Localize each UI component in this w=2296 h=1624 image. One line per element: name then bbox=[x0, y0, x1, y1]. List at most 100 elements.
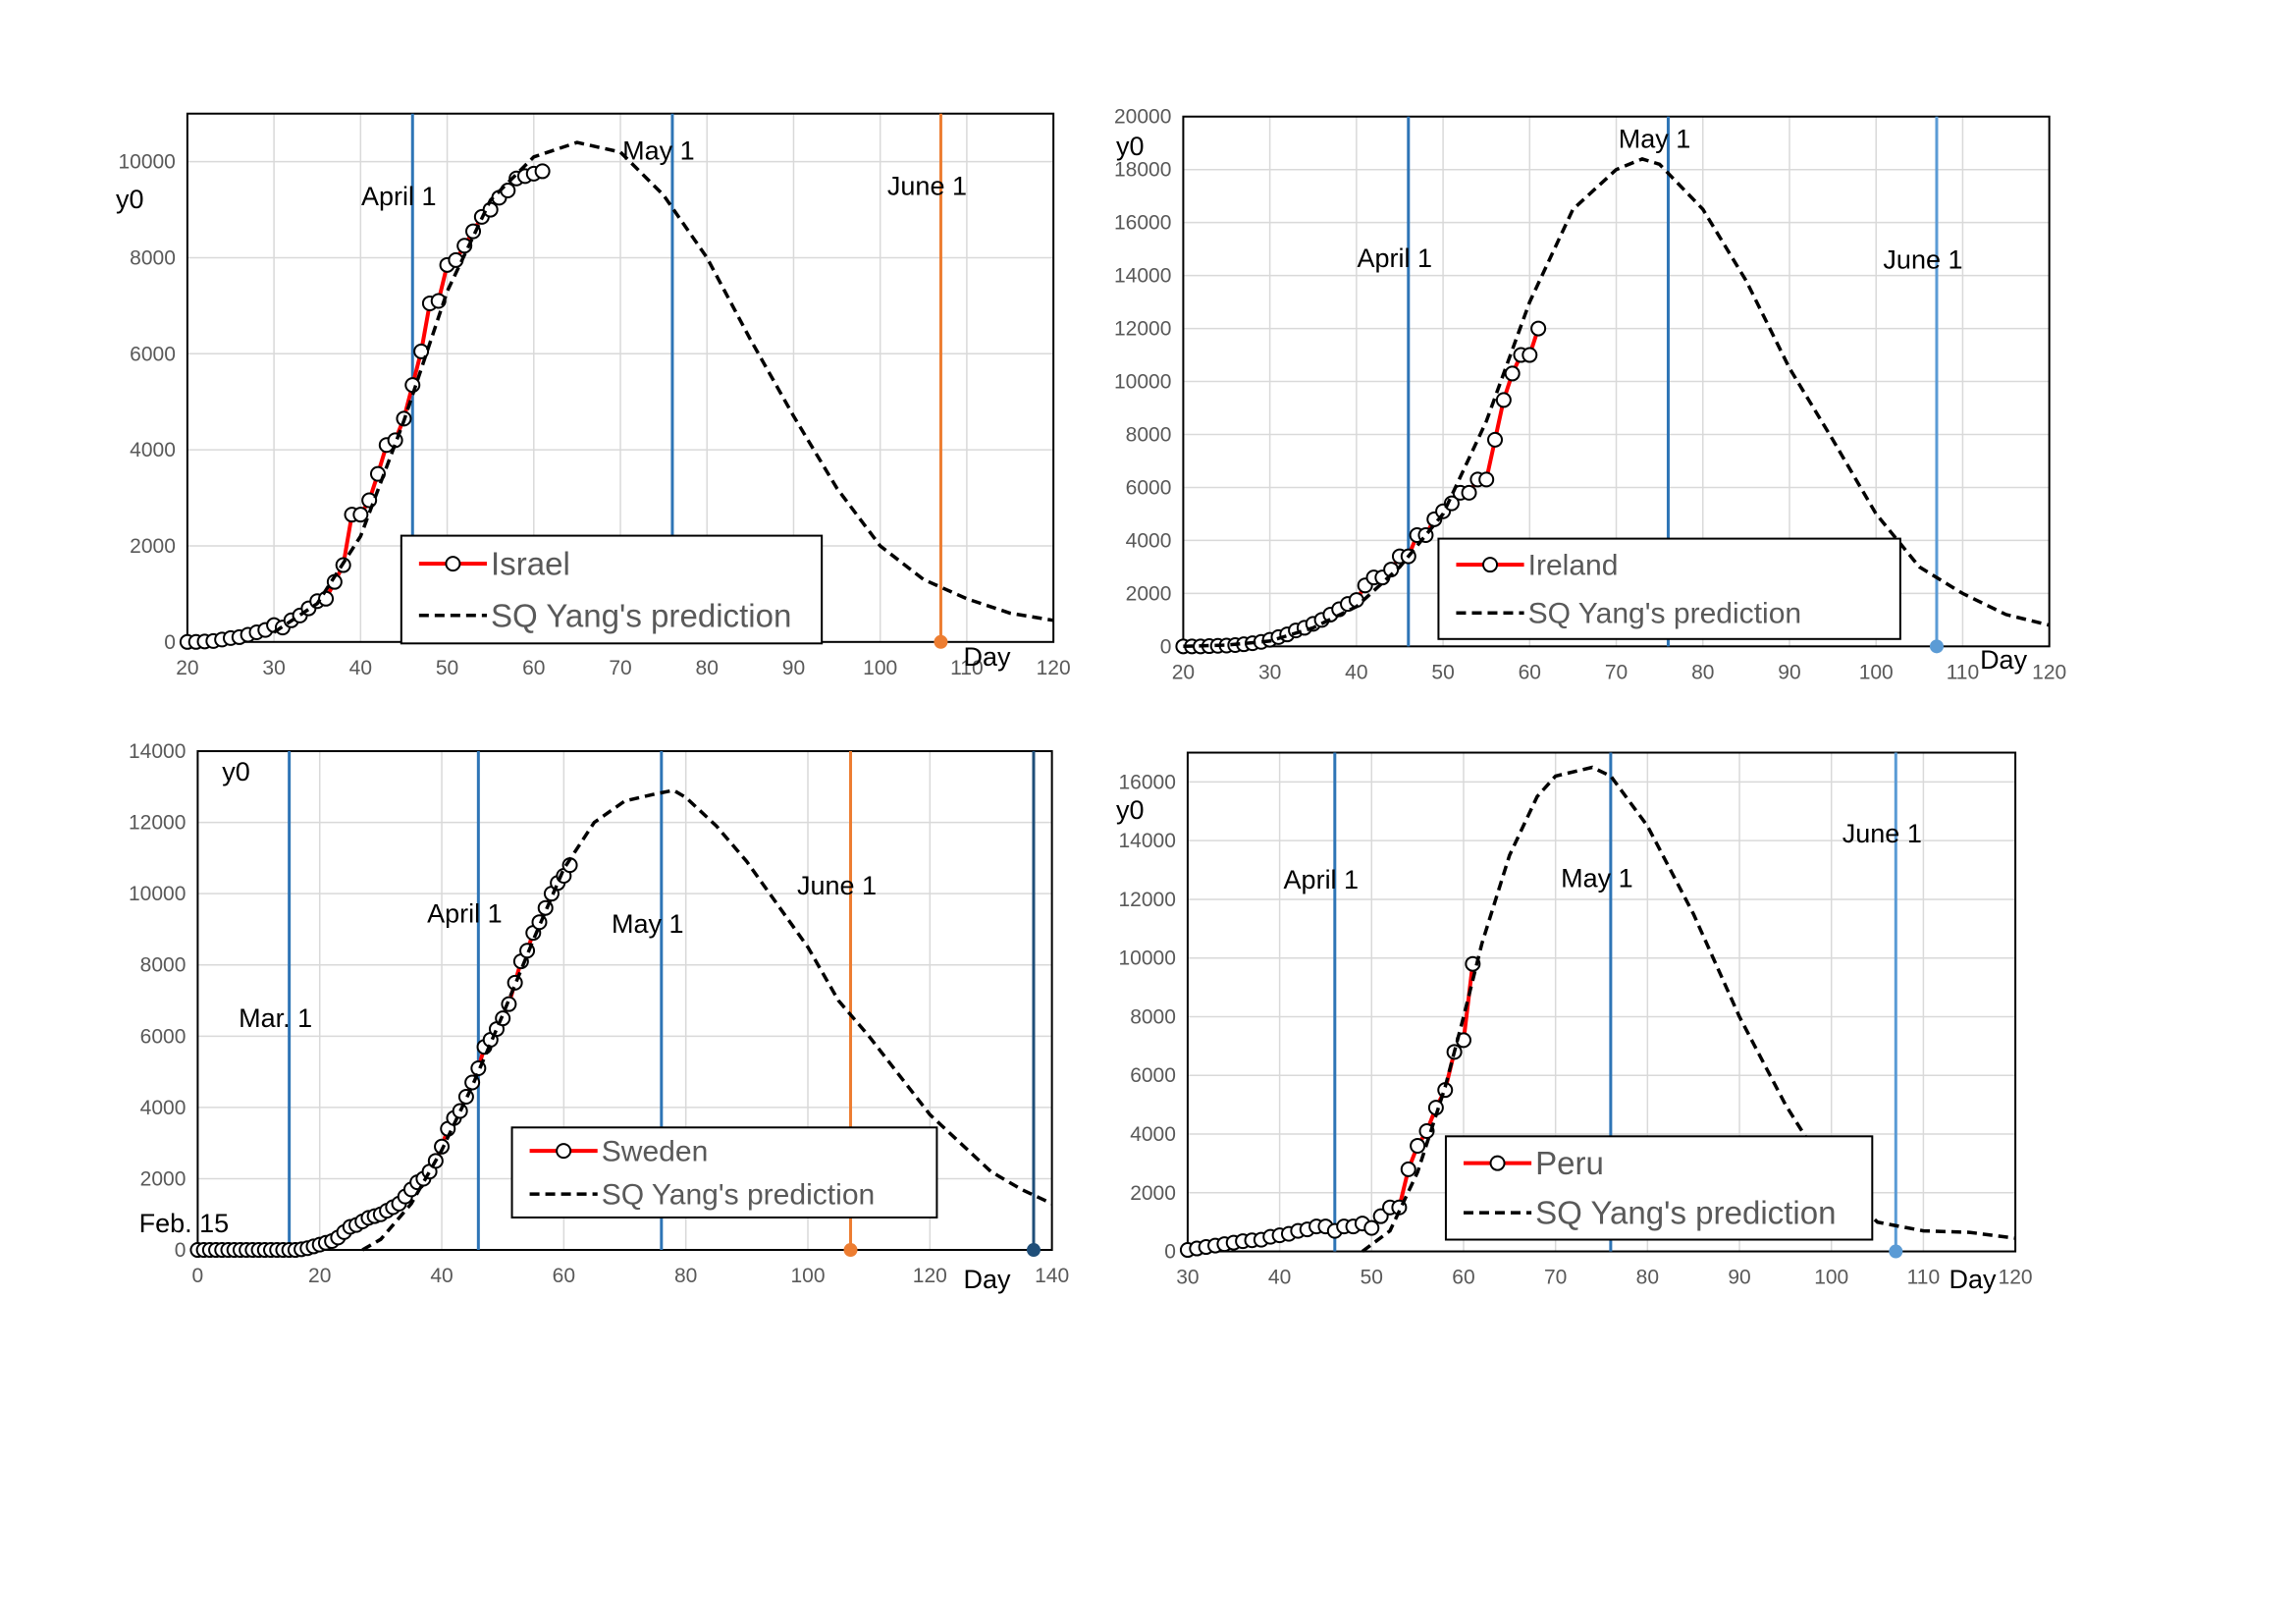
data-point bbox=[1504, 365, 1521, 382]
x-tick-label: 40 bbox=[1268, 1267, 1291, 1289]
legend-label: SQ Yang's prediction bbox=[1528, 598, 1802, 630]
data-point bbox=[1478, 471, 1495, 488]
legend-marker bbox=[1489, 1155, 1506, 1171]
x-tick-label: 90 bbox=[782, 657, 805, 679]
x-tick-label: 70 bbox=[1544, 1267, 1567, 1289]
data-point bbox=[1495, 392, 1512, 408]
x-tick-label: 100 bbox=[790, 1265, 825, 1287]
x-tick-label: 70 bbox=[1605, 661, 1628, 683]
date-label: Feb. 15 bbox=[139, 1209, 230, 1238]
y-tick-label: 2000 bbox=[130, 535, 176, 558]
date-label: May 1 bbox=[622, 135, 695, 165]
x-tick-label: 100 bbox=[1814, 1267, 1848, 1289]
date-label: April 1 bbox=[427, 898, 503, 928]
y-tick-label: 6000 bbox=[130, 343, 176, 365]
data-point bbox=[1487, 431, 1504, 448]
plot-frame bbox=[1182, 115, 2051, 648]
legend-marker bbox=[445, 556, 461, 572]
prediction-line bbox=[361, 788, 1053, 1252]
x-tick-label: 20 bbox=[176, 657, 198, 679]
y-tick-label: 8000 bbox=[130, 246, 176, 269]
x-tick-label: 30 bbox=[1176, 1267, 1199, 1289]
y-tick-label: 2000 bbox=[140, 1167, 187, 1190]
x-tick-label: 60 bbox=[1519, 661, 1541, 683]
x-axis-label: Day bbox=[963, 642, 1011, 672]
data-point bbox=[1530, 320, 1547, 337]
x-tick-label: 80 bbox=[1691, 661, 1714, 683]
date-label: June 1 bbox=[887, 171, 967, 200]
legend-box bbox=[1444, 1135, 1874, 1241]
legend-box bbox=[510, 1126, 938, 1218]
y-tick-label: 0 bbox=[1160, 635, 1172, 658]
x-tick-label: 40 bbox=[430, 1265, 453, 1287]
x-tick-label: 100 bbox=[1859, 661, 1894, 683]
y-tick-label: 20000 bbox=[1114, 106, 1171, 129]
data-point bbox=[1522, 347, 1538, 363]
chart-panel: 0 2000 4000 6000 8000 10000 12000 14000 16000 180… bbox=[1114, 106, 2066, 684]
legend-label: SQ Yang's prediction bbox=[1535, 1196, 1836, 1232]
y-tick-label: 10000 bbox=[1119, 947, 1176, 970]
y-tick-label: 12000 bbox=[1114, 318, 1171, 341]
data-point bbox=[1400, 1161, 1416, 1177]
date-label: May 1 bbox=[612, 909, 684, 939]
y-tick-label: 12000 bbox=[129, 812, 186, 835]
y-tick-label: 14000 bbox=[1119, 830, 1176, 852]
data-point bbox=[456, 238, 473, 254]
y-tick-label: 4000 bbox=[140, 1097, 187, 1119]
y-tick-label: 16000 bbox=[1119, 771, 1176, 793]
x-tick-label: 50 bbox=[1431, 661, 1454, 683]
x-tick-label: 40 bbox=[349, 657, 372, 679]
x-tick-label: 110 bbox=[1947, 661, 1979, 683]
x-tick-label: 80 bbox=[674, 1265, 697, 1287]
legend-label: Sweden bbox=[602, 1136, 709, 1168]
date-label: May 1 bbox=[1561, 863, 1633, 893]
plot-frame bbox=[196, 750, 1053, 1252]
prediction-line bbox=[273, 140, 1054, 634]
date-label: Mar. 1 bbox=[239, 1003, 312, 1033]
x-tick-label: 100 bbox=[863, 657, 897, 679]
y-tick-label: 4000 bbox=[130, 439, 176, 461]
legend-box bbox=[1437, 537, 1901, 640]
x-axis-label: Day bbox=[963, 1265, 1011, 1294]
prediction-line bbox=[1183, 157, 2051, 649]
y-tick-label: 4000 bbox=[1126, 529, 1172, 552]
x-tick-label: 120 bbox=[1037, 657, 1071, 679]
legend-label: SQ Yang's prediction bbox=[491, 598, 791, 634]
date-label: June 1 bbox=[1883, 245, 1962, 275]
date-marker bbox=[934, 634, 948, 649]
date-label: June 1 bbox=[797, 871, 877, 900]
date-label: April 1 bbox=[1358, 244, 1433, 273]
x-tick-label: 50 bbox=[436, 657, 458, 679]
x-tick-label: 90 bbox=[1778, 661, 1800, 683]
data-point bbox=[534, 163, 551, 180]
y-tick-label: 18000 bbox=[1114, 159, 1171, 182]
x-tick-label: 60 bbox=[553, 1265, 575, 1287]
data-point bbox=[482, 201, 499, 218]
x-axis-label: Day bbox=[1980, 645, 2028, 675]
y-tick-label: 2000 bbox=[1126, 582, 1172, 605]
x-tick-label: 20 bbox=[1172, 661, 1195, 683]
y-tick-label: 2000 bbox=[1130, 1182, 1176, 1205]
y-tick-label: 4000 bbox=[1130, 1123, 1176, 1146]
x-tick-label: 30 bbox=[262, 657, 285, 679]
legend-label: Israel bbox=[491, 547, 570, 583]
x-tick-label: 20 bbox=[308, 1265, 331, 1287]
y-axis-label: y0 bbox=[1116, 132, 1145, 161]
date-marker bbox=[1889, 1244, 1903, 1259]
legend-label: Peru bbox=[1535, 1146, 1604, 1182]
data-point bbox=[413, 343, 430, 359]
data-point bbox=[318, 590, 335, 607]
x-tick-label: 30 bbox=[1258, 661, 1281, 683]
y-axis-label: y0 bbox=[116, 185, 144, 214]
y-tick-label: 0 bbox=[1164, 1241, 1176, 1264]
x-tick-label: 120 bbox=[1999, 1267, 2033, 1289]
legend-marker bbox=[1482, 557, 1499, 573]
date-label: June 1 bbox=[1842, 819, 1922, 848]
x-tick-label: 50 bbox=[1361, 1267, 1383, 1289]
date-label: April 1 bbox=[361, 182, 437, 211]
date-marker bbox=[1929, 639, 1944, 654]
date-label: April 1 bbox=[1284, 865, 1360, 894]
x-tick-label: 120 bbox=[2032, 661, 2066, 683]
